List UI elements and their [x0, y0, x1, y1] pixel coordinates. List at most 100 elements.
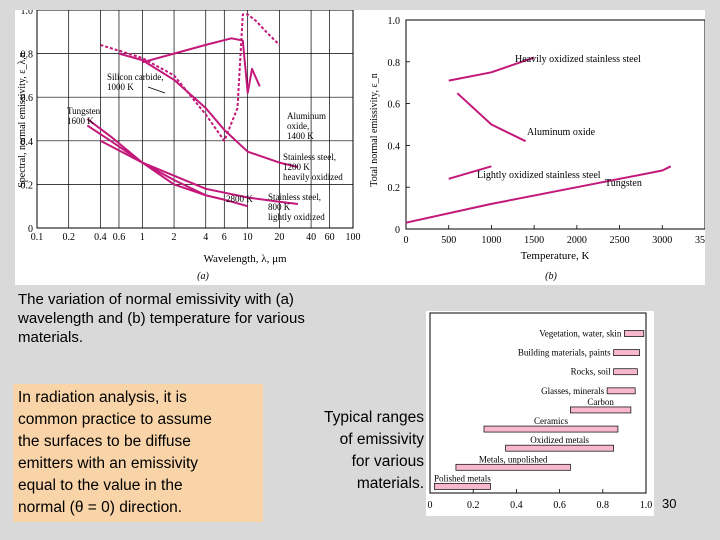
ranges-x-ticks: 0 0.2 0.4 0.6 0.8 1.0: [428, 489, 653, 511]
panel-b-y-tick-label: 0: [395, 225, 400, 236]
label-aluminum-oxide: Aluminum oxide: [527, 127, 596, 138]
panel-a-x-tick-label: 2: [172, 232, 177, 243]
panel-b-y-tick-label: 0.8: [388, 58, 401, 69]
panel-b-x-tick-label: 2000: [567, 235, 587, 246]
label-heavily-oxidized: Heavily oxidized stainless steel: [515, 54, 641, 65]
emissivity-ranges-chart: 0 0.2 0.4 0.6 0.8 1.0 Vegetation, water, skin…: [428, 312, 653, 511]
figure-caption: The variation of normal emissivity with …: [18, 290, 378, 347]
panel-a-x-tick-label: 4: [203, 232, 208, 243]
ranges-x-tick-label: 0.2: [467, 500, 480, 511]
panel-b-x-tick-label: 0: [404, 235, 409, 246]
panel-b-series-line-2: [448, 165, 492, 180]
note-line-4: emitters with an emissivity: [18, 455, 199, 472]
ranges-line-4: materials.: [356, 475, 424, 492]
range-bar-2: [613, 368, 638, 376]
panel-a-x-tick-label: 0.2: [62, 232, 75, 243]
panel-b-y-tick-label: 0.2: [388, 183, 401, 194]
panel-a-frame: [36, 9, 354, 229]
range-bar-label-5: Ceramics: [534, 416, 568, 426]
note-line-3: the surfaces to be diffuse: [18, 433, 191, 450]
emissivity-ranges-figure: 0 0.2 0.4 0.6 0.8 1.0 Vegetation, water, skin…: [426, 311, 654, 516]
panel-a-x-tick-label: 10: [243, 232, 253, 243]
diffuse-emitter-note: In radiation analysis, it is common prac…: [13, 384, 263, 522]
ranges-line-2: of emissivity: [339, 431, 424, 448]
ranges-bars: Vegetation, water, skin Building material…: [433, 329, 645, 490]
note-line-2: common practice to assume: [18, 411, 212, 428]
panel-b-series-line-1: [456, 92, 527, 143]
ranges-caption: Typical ranges of emissivity for various…: [290, 407, 424, 495]
emissivity-figure: 0.1 0.2 0.4 0.6 1 2 4 6 10 20 40 60 100 0 0.2 0.4 0.6 0.…: [15, 6, 715, 285]
ranges-line-1: Typical ranges: [324, 409, 424, 426]
panel-b-y-tick-label: 0.4: [388, 141, 401, 152]
range-bar-0: [624, 330, 645, 337]
range-bar-label-1: Building materials, paints: [518, 348, 611, 358]
panel-b-x-tick-label: 500: [441, 235, 456, 246]
annotation-aluminum-oxide: Aluminum oxide, 1400 K: [287, 111, 326, 141]
ranges-x-tick-label: 1.0: [640, 500, 653, 511]
panel-a-vgrid: [68, 10, 330, 228]
panel-b-ylabel: Total normal emissivity, ε_n: [369, 73, 380, 186]
ranges-line-3: for various: [351, 453, 424, 470]
range-bar-label-6: Oxidized metals: [530, 435, 589, 445]
panel-a-x-ticks: 0.1 0.2 0.4 0.6 1 2 4 6 10 20 40 60 100: [31, 232, 361, 243]
caption-line-1: The variation of normal emissivity with …: [18, 291, 294, 308]
panel-a-y-tick-label: 0.8: [21, 50, 34, 61]
panel-b-y-ticks: 0 0.2 0.4 0.6 0.8 1.0: [388, 16, 410, 236]
ranges-x-tick-label: 0: [428, 500, 433, 511]
panel-a-x-tick-label: 100: [346, 232, 361, 243]
range-bar-1: [613, 349, 640, 356]
range-bar-3: [606, 387, 636, 395]
note-line-1: In radiation analysis, it is: [18, 389, 187, 406]
panel-b-curves: [405, 56, 672, 224]
panel-b-y-tick-label: 1.0: [388, 16, 401, 27]
ranges-x-tick-label: 0.6: [553, 500, 566, 511]
panel-b-label: (b): [545, 271, 557, 282]
panel-a-series-line-2: [118, 52, 299, 168]
ranges-x-tick-label: 0.8: [597, 500, 610, 511]
panel-a-x-tick-label: 40: [306, 232, 316, 243]
panel-a-y-tick-label: 0: [28, 224, 33, 235]
annotation-silicon-carbide: Silicon carbide, 1000 K: [107, 72, 163, 92]
note-line-5: equal to the value in the: [18, 477, 183, 494]
panel-a-y-tick-label: 0.2: [21, 180, 34, 191]
panel-a-x-tick-label: 0.6: [113, 232, 126, 243]
range-bar-label-7: Metals, unpolished: [479, 454, 548, 464]
caption-line-3: materials.: [18, 329, 84, 346]
panel-a-series-line-5: [99, 139, 299, 205]
panel-a-series-line-4: [86, 124, 225, 201]
panel-b-x-tick-label: 1500: [524, 235, 544, 246]
panel-a-y-tick-label: 0.4: [21, 137, 34, 148]
range-bar-4: [570, 406, 632, 414]
panel-a-x-tick-label: 1: [140, 232, 145, 243]
annotation-2800k: 2800 K: [226, 194, 253, 204]
range-bar-7: [455, 463, 571, 471]
panel-a-y-ticks: 0 0.2 0.4 0.6 0.8 1.0: [21, 6, 34, 235]
range-bar-label-3: Glasses, minerals: [541, 386, 604, 396]
annotation-tungsten-1600: Tungsten 1600 K: [67, 106, 101, 126]
note-line-6: normal (θ = 0) direction.: [18, 499, 183, 516]
range-bar-label-2: Rocks, soil: [571, 367, 612, 377]
range-bar-6: [505, 444, 614, 452]
panel-a-x-tick-label: 0.4: [94, 232, 107, 243]
ranges-frame: [429, 312, 647, 494]
label-tungsten: Tungsten: [605, 178, 642, 189]
panel-a-series-line-0: [142, 37, 261, 94]
panel-a-series-line-1: [100, 13, 281, 142]
panel-a-ylabel: Spectral, normal emissivity, ε_λ,n: [17, 52, 28, 188]
panel-a-label: (a): [197, 271, 209, 282]
range-bar-label-4: Carbon: [587, 397, 614, 407]
range-bar-8: [433, 483, 491, 490]
slide-number: 30: [662, 496, 677, 511]
panel-a-x-tick-label: 60: [325, 232, 335, 243]
panel-a-y-tick-label: 1.0: [21, 10, 34, 17]
panel-b-xlabel: Temperature, K: [521, 250, 590, 262]
annotation-silicon-carbide-line1: Silicon carbide,: [107, 72, 163, 82]
range-bar-5: [483, 425, 619, 433]
panel-b-x-tick-label: 1000: [481, 235, 501, 246]
annotation-leader: [147, 86, 166, 94]
panel-b-x-tick-label: 2500: [610, 235, 630, 246]
panel-b-x-tick-label: 3000: [652, 235, 672, 246]
